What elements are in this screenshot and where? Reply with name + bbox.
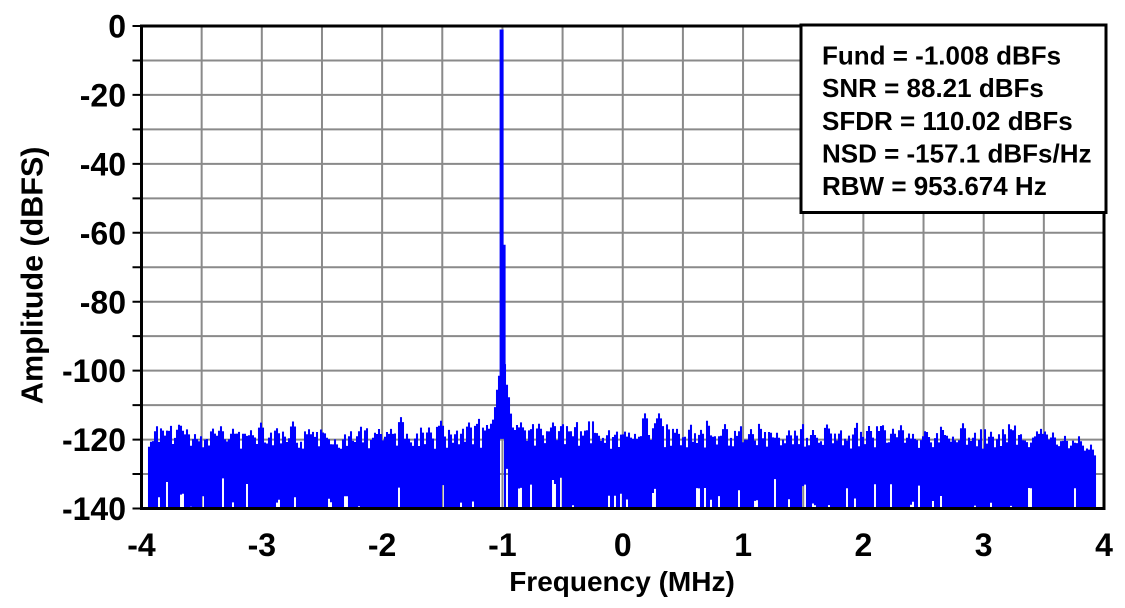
svg-text:-3: -3 [248,527,276,563]
svg-text:SFDR = 110.02 dBFs: SFDR = 110.02 dBFs [822,106,1073,136]
svg-text:0: 0 [108,9,126,45]
svg-text:SNR = 88.21 dBFs: SNR = 88.21 dBFs [822,73,1044,103]
svg-text:-1: -1 [488,527,516,563]
svg-text:Fund = -1.008 dBFs: Fund = -1.008 dBFs [822,41,1061,71]
svg-text:-120: -120 [62,422,126,458]
svg-text:0: 0 [614,527,632,563]
svg-text:-2: -2 [368,527,396,563]
svg-text:-40: -40 [80,147,126,183]
svg-text:-100: -100 [62,353,126,389]
svg-text:Frequency (MHz): Frequency (MHz) [509,566,735,597]
svg-text:2: 2 [855,527,873,563]
svg-text:-80: -80 [80,284,126,320]
svg-text:-60: -60 [80,215,126,251]
svg-text:-4: -4 [127,527,156,563]
svg-text:Amplitude (dBFS): Amplitude (dBFS) [15,147,49,405]
svg-text:-20: -20 [80,78,126,114]
svg-text:RBW = 953.674 Hz: RBW = 953.674 Hz [822,171,1047,201]
svg-text:NSD = -157.1 dBFs/Hz: NSD = -157.1 dBFs/Hz [822,138,1091,168]
svg-text:4: 4 [1095,527,1113,563]
svg-text:3: 3 [975,527,993,563]
svg-text:-140: -140 [62,491,126,527]
svg-text:1: 1 [734,527,752,563]
